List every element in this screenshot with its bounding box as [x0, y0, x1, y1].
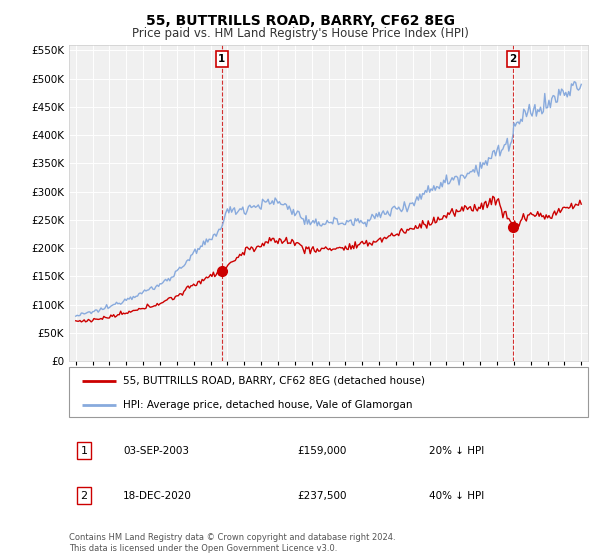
Text: 40% ↓ HPI: 40% ↓ HPI: [429, 491, 484, 501]
Text: £159,000: £159,000: [297, 446, 346, 456]
Text: 2: 2: [509, 54, 517, 64]
FancyBboxPatch shape: [69, 367, 588, 417]
Text: 18-DEC-2020: 18-DEC-2020: [123, 491, 192, 501]
Text: £237,500: £237,500: [297, 491, 347, 501]
Text: 03-SEP-2003: 03-SEP-2003: [123, 446, 189, 456]
Text: Contains HM Land Registry data © Crown copyright and database right 2024.
This d: Contains HM Land Registry data © Crown c…: [69, 533, 395, 553]
Text: 1: 1: [218, 54, 226, 64]
Text: 2: 2: [80, 491, 88, 501]
Text: 20% ↓ HPI: 20% ↓ HPI: [429, 446, 484, 456]
Text: Price paid vs. HM Land Registry's House Price Index (HPI): Price paid vs. HM Land Registry's House …: [131, 27, 469, 40]
Text: 55, BUTTRILLS ROAD, BARRY, CF62 8EG (detached house): 55, BUTTRILLS ROAD, BARRY, CF62 8EG (det…: [124, 376, 425, 386]
Text: 1: 1: [80, 446, 88, 456]
Text: HPI: Average price, detached house, Vale of Glamorgan: HPI: Average price, detached house, Vale…: [124, 400, 413, 409]
Text: 55, BUTTRILLS ROAD, BARRY, CF62 8EG: 55, BUTTRILLS ROAD, BARRY, CF62 8EG: [146, 14, 455, 28]
